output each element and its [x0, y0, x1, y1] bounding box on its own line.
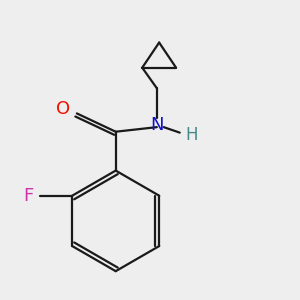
Text: F: F	[24, 187, 34, 205]
Text: H: H	[185, 126, 197, 144]
Text: N: N	[150, 116, 164, 134]
Text: O: O	[56, 100, 70, 118]
